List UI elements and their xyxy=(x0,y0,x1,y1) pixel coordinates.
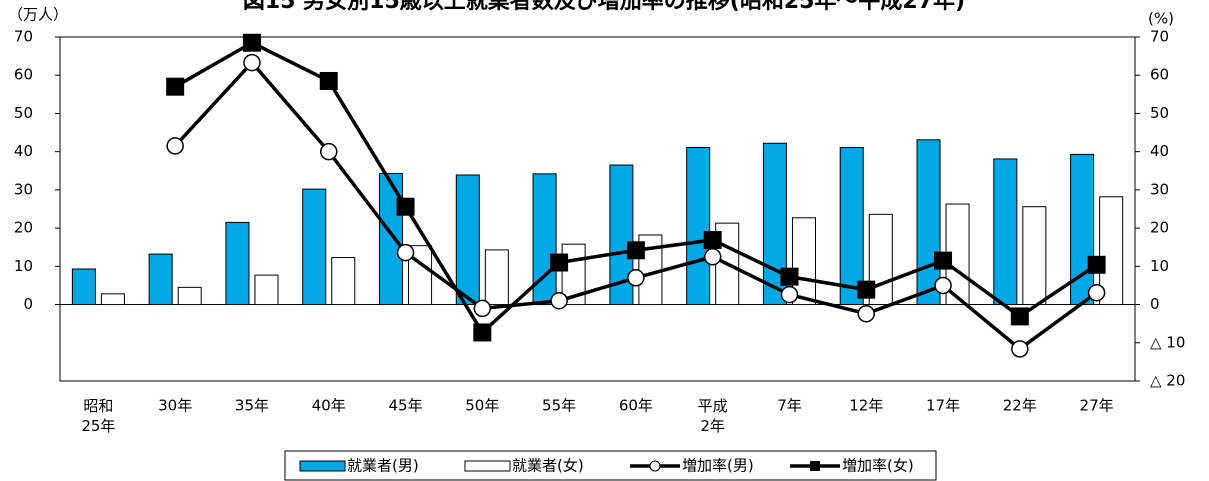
marker xyxy=(320,142,338,161)
marker xyxy=(550,253,569,272)
y-tick-label: 20 xyxy=(14,219,33,237)
bar xyxy=(148,253,173,306)
x-tick-label: 40年 xyxy=(312,397,346,415)
marker xyxy=(473,323,492,342)
marker xyxy=(703,248,722,266)
bar xyxy=(1022,206,1047,306)
marker xyxy=(703,230,722,249)
y2-tick-label: 70 xyxy=(1150,28,1169,46)
plot-area xyxy=(59,36,1136,382)
bar xyxy=(1099,196,1124,306)
bar xyxy=(254,274,279,306)
marker xyxy=(857,304,875,323)
x-tick-label: 17年 xyxy=(926,397,960,415)
legend-swatch xyxy=(810,461,820,471)
y2-tick-label: 40 xyxy=(1150,142,1169,160)
y2-tick-label: 50 xyxy=(1150,104,1169,122)
legend-label: 増加率(男) xyxy=(682,457,754,475)
legend-swatch xyxy=(649,460,661,472)
y2-tick-label: △ 10 xyxy=(1150,333,1185,351)
marker xyxy=(473,299,492,318)
x-tick-label: 昭和 25年 xyxy=(81,397,115,435)
x-tick-label: 22年 xyxy=(1003,397,1037,415)
y-tick-label: 70 xyxy=(14,28,33,46)
y-tick-label: 10 xyxy=(14,257,33,275)
bar xyxy=(686,146,711,306)
bar xyxy=(100,293,125,306)
bar xyxy=(177,286,202,306)
marker xyxy=(627,269,645,287)
y2-tick-label: △ 20 xyxy=(1150,372,1185,390)
bar xyxy=(993,158,1018,306)
x-tick-label: 7年 xyxy=(777,397,802,415)
marker xyxy=(626,241,645,260)
marker xyxy=(934,251,953,270)
y-tick-label: 0 xyxy=(23,295,33,313)
bar xyxy=(71,268,96,306)
x-tick-label: 55年 xyxy=(542,397,576,415)
marker xyxy=(319,71,338,90)
y2-tick-label: 10 xyxy=(1150,257,1169,275)
marker xyxy=(1087,283,1106,302)
y-tick-label: 60 xyxy=(14,66,33,84)
marker xyxy=(934,276,952,295)
y2-tick-label: 20 xyxy=(1150,219,1169,237)
y2-tick-label: 30 xyxy=(1150,180,1169,198)
marker xyxy=(857,280,876,299)
marker xyxy=(242,33,261,52)
x-tick-label: 平成 2年 xyxy=(698,397,728,435)
legend-label: 就業者(女) xyxy=(512,457,584,475)
marker xyxy=(166,137,184,155)
marker xyxy=(243,53,261,72)
bar xyxy=(609,164,634,306)
x-tick-label: 30年 xyxy=(158,397,192,415)
marker xyxy=(780,285,799,304)
x-tick-label: 45年 xyxy=(388,397,422,415)
legend-label: 増加率(女) xyxy=(842,457,914,475)
marker xyxy=(780,267,799,286)
legend-label: 就業者(男) xyxy=(347,457,419,475)
bar xyxy=(302,188,327,306)
x-tick-label: 35年 xyxy=(235,397,269,415)
marker xyxy=(166,77,185,96)
y2-tick-label: 0 xyxy=(1150,295,1160,313)
bar xyxy=(455,174,480,306)
bar xyxy=(484,249,509,306)
marker xyxy=(1011,340,1029,358)
y-tick-label: 30 xyxy=(14,180,33,198)
bar xyxy=(331,257,356,306)
marker xyxy=(1010,307,1029,326)
x-tick-label: 12年 xyxy=(849,397,883,415)
y-tick-label: 40 xyxy=(14,142,33,160)
legend-swatch xyxy=(464,460,511,472)
x-tick-label: 50年 xyxy=(465,397,499,415)
x-tick-label: 27年 xyxy=(1080,397,1114,415)
bar xyxy=(839,146,864,306)
marker xyxy=(396,243,415,262)
bar xyxy=(762,142,787,306)
bar xyxy=(225,221,250,306)
y-tick-label: 50 xyxy=(14,104,33,122)
y-unit: （万人） xyxy=(8,6,68,24)
chart-title: 図15 男女別15歳以上就業者数及び増加率の推移(昭和25年～平成27年) xyxy=(243,0,965,14)
marker xyxy=(1087,255,1106,274)
y2-unit: (%) xyxy=(1148,10,1174,28)
marker xyxy=(396,197,415,216)
x-tick-label: 60年 xyxy=(619,397,653,415)
legend-swatch xyxy=(299,460,346,472)
y2-tick-label: 60 xyxy=(1150,66,1169,84)
marker xyxy=(550,291,568,310)
